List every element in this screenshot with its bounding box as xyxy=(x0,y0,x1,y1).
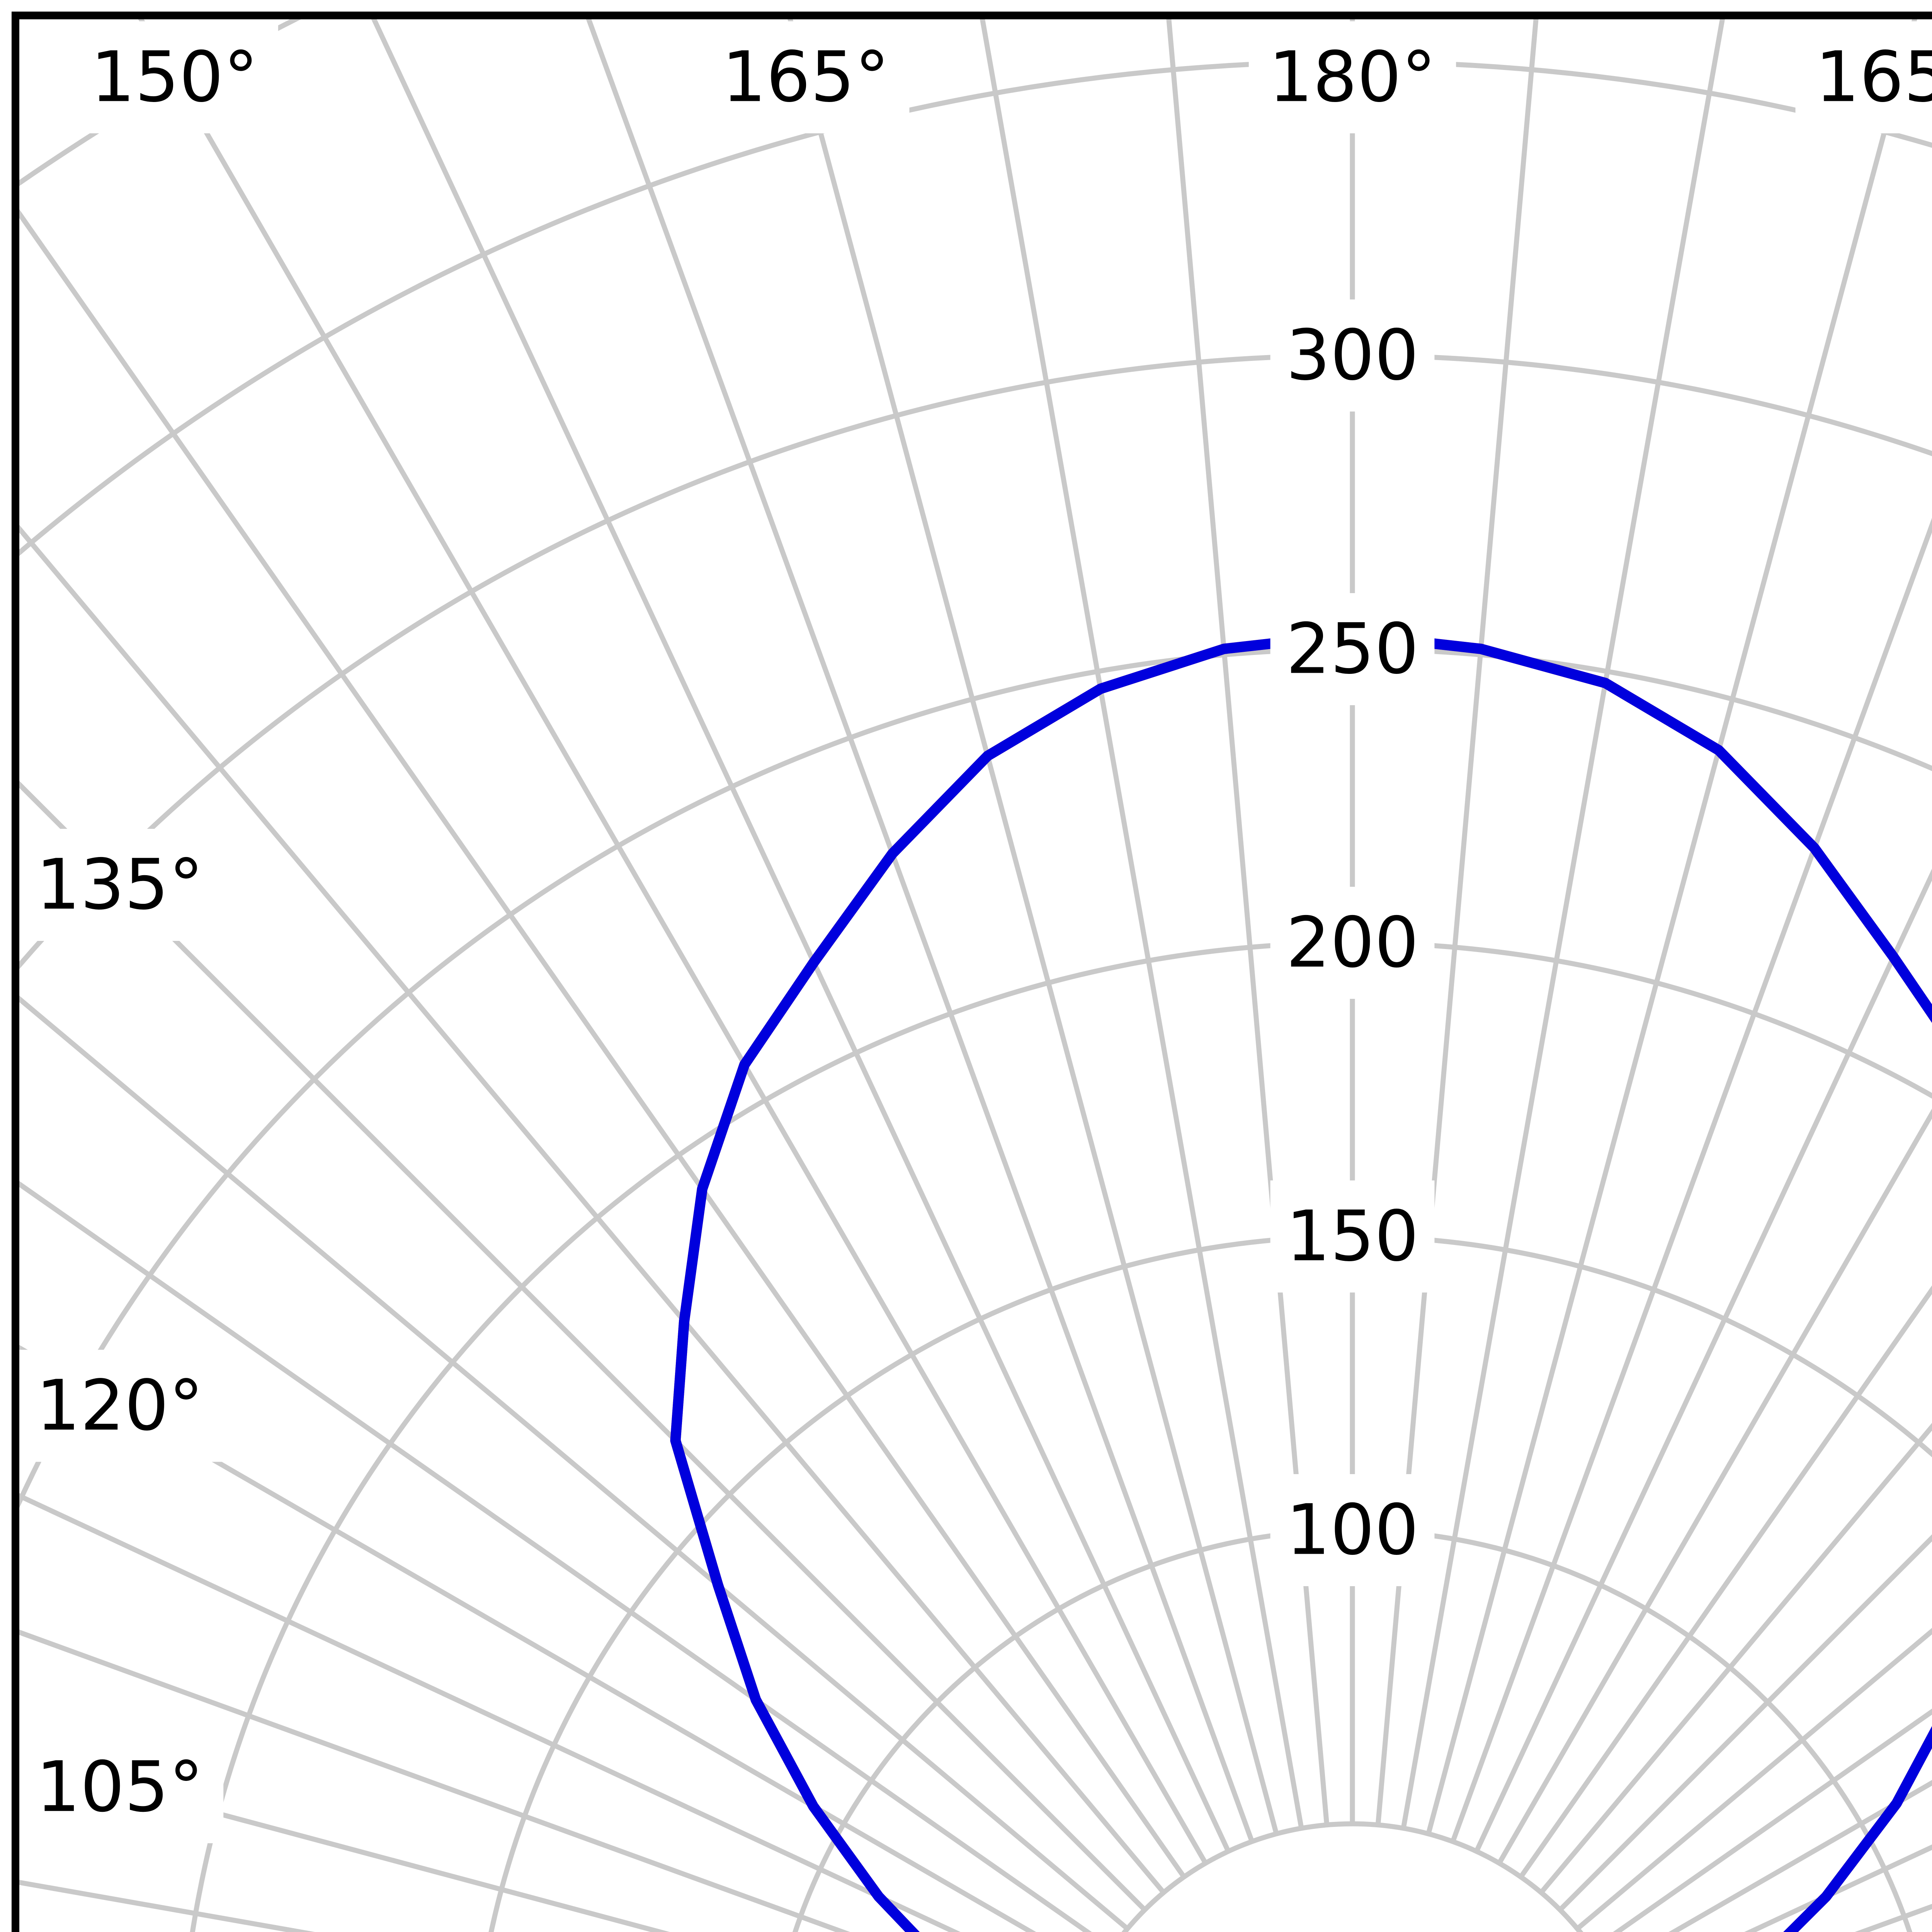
radial-tick-label-300-halo xyxy=(1270,299,1435,412)
angle-label-150-left-halo xyxy=(71,21,278,133)
angle-label-135-left-halo xyxy=(16,829,224,941)
grid-radial-line xyxy=(1401,19,1725,1829)
grid-circle-350 xyxy=(19,60,1932,556)
grid-radial-line xyxy=(19,1880,315,1932)
radial-tick-label-200: 200 xyxy=(1286,903,1419,983)
angle-label-120-left: 120° xyxy=(36,1366,204,1446)
grid-radial-line xyxy=(1426,19,1917,1835)
grid-radial-line xyxy=(1474,868,1932,1852)
grid-radial-line xyxy=(19,1757,670,1932)
grid-radial-line xyxy=(1744,1844,1932,1932)
grid-radial-line xyxy=(138,19,1208,1865)
grid-radial-line xyxy=(19,209,1186,1879)
grid-radial-line xyxy=(371,19,1231,1852)
grid-radial-line xyxy=(1497,1108,1932,1865)
radial-tick-label-300: 300 xyxy=(1286,315,1419,396)
grid-radial-line xyxy=(1539,1423,1932,1894)
grid-circle-50 xyxy=(1121,1821,1583,1932)
grid-radial-line xyxy=(19,1181,1092,1932)
grid-radial-line xyxy=(19,1493,961,1932)
angle-label-150-left: 150° xyxy=(91,37,259,118)
grid-radial-line xyxy=(1519,1285,1932,1879)
grid-radial-line xyxy=(1636,1218,1932,1932)
radial-tick-label-150-halo xyxy=(1270,1180,1435,1293)
grid-radial-line xyxy=(19,1345,1036,1932)
angle-label-180-top: 180° xyxy=(1269,37,1436,118)
grid-radial-line xyxy=(19,995,1129,1931)
grid-circle-300 xyxy=(19,353,1932,969)
angle-label-120-left-halo xyxy=(16,1350,224,1462)
axis-labels: 10015020025030075°75°90°90°105°105°120°1… xyxy=(16,21,1932,1844)
grid-radial-line xyxy=(19,781,1147,1912)
angle-label-165-right-halo xyxy=(1795,21,1932,133)
grid-radial-line xyxy=(19,525,1166,1894)
plot-frame xyxy=(12,12,1932,1932)
radial-tick-label-100: 100 xyxy=(1286,1490,1419,1571)
grid-radial-line xyxy=(980,19,1304,1829)
radial-tick-label-200-halo xyxy=(1270,887,1435,999)
grid-circle-100 xyxy=(792,1527,1913,1932)
grid-radial-line xyxy=(1558,1534,1932,1912)
angle-label-165-left: 165° xyxy=(722,37,889,118)
grid-radial-line xyxy=(586,19,1255,1843)
radial-tick-label-150: 150 xyxy=(1286,1196,1419,1277)
angle-label-180-top-halo xyxy=(1248,21,1456,133)
radial-tick-label-250: 250 xyxy=(1286,609,1419,690)
grid-radial-line xyxy=(1450,517,1932,1843)
angle-label-165-left-halo xyxy=(702,21,910,133)
grid-radial-line xyxy=(1375,19,1539,1825)
angle-label-105-left: 105° xyxy=(36,1747,204,1828)
grid-radial-line xyxy=(787,19,1279,1835)
angle-label-165-right: 165° xyxy=(1815,37,1932,118)
grid-radial-line xyxy=(19,1629,850,1932)
angle-label-135-left: 135° xyxy=(36,845,204,925)
radial-tick-label-250-halo xyxy=(1270,593,1435,705)
grid-radial-line xyxy=(1166,19,1330,1825)
angle-label-105-left-halo xyxy=(16,1731,224,1844)
radial-tick-label-100-halo xyxy=(1270,1474,1435,1586)
